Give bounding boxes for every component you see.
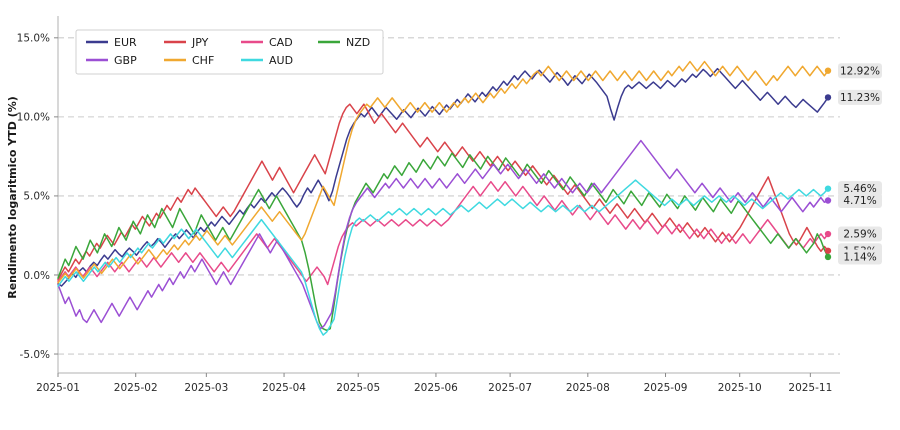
x-tick-label-2: 2025-03 (184, 382, 228, 394)
gridlines (58, 37, 840, 355)
x-tick-label-10: 2025-11 (788, 382, 832, 394)
series-line-chf (57, 60, 829, 284)
legend-label-cad[interactable]: CAD (269, 36, 293, 49)
end-label-text-eur: 11.23% (840, 92, 880, 104)
series-line-jpy (57, 103, 829, 281)
x-tick-label-8: 2025-09 (644, 382, 688, 394)
end-label-badge-cad (838, 226, 882, 242)
end-label-badge-eur (838, 89, 882, 105)
x-tick-label-4: 2025-05 (336, 382, 380, 394)
legend-label-jpy[interactable]: JPY (191, 36, 209, 49)
end-marker-eur (824, 94, 832, 101)
x-tick-label-1: 2025-02 (114, 382, 158, 394)
series-line-cad (57, 180, 829, 286)
x-tick-label-6: 2025-07 (488, 382, 532, 394)
series-line-aud (57, 179, 829, 336)
end-marker-jpy (824, 247, 832, 254)
x-axis-ticks: 2025-01 2025-02 2025-03 2025-04 2025-05 2025-… (36, 373, 832, 394)
y-tick-label-4: 15.0% (17, 33, 50, 45)
y-tick-label-1: 0.0% (23, 270, 50, 282)
x-tick-label-9: 2025-10 (718, 382, 762, 394)
legend-label-eur[interactable]: EUR (114, 36, 137, 49)
y-axis-title: Rendimento logaritmico YTD (%) (6, 96, 19, 299)
legend-label-aud[interactable]: AUD (269, 54, 293, 67)
end-label-text-nzd: 1.14% (843, 252, 876, 264)
series-end-labels: 12.92%11.23%5.46%4.71%2.59%1.53%1.14% (838, 63, 882, 265)
end-label-text-gbp: 4.71% (843, 195, 876, 207)
end-label-text-aud: 5.46% (843, 183, 876, 195)
series-end-markers (824, 67, 832, 261)
y-tick-label-0: -5.0% (20, 349, 50, 361)
axis-spines (57, 16, 840, 374)
end-label-badge-chf (838, 63, 882, 79)
series-line-eur (57, 67, 829, 287)
end-label-badge-gbp (838, 193, 882, 209)
y-axis-ticks: -5.0% 0.0% 5.0% 10.0% 15.0% (17, 33, 58, 361)
end-marker-nzd (824, 253, 832, 261)
y-tick-label-3: 10.0% (17, 112, 50, 124)
series-line-gbp (57, 139, 829, 330)
x-tick-label-3: 2025-04 (262, 382, 306, 394)
legend-label-gbp[interactable]: GBP (114, 54, 137, 67)
end-marker-aud (824, 185, 832, 192)
end-label-badge-aud (838, 181, 882, 197)
series-lines (57, 60, 829, 336)
x-tick-label-5: 2025-06 (414, 382, 458, 394)
legend-label-nzd[interactable]: NZD (346, 36, 370, 49)
end-label-text-cad: 2.59% (843, 229, 876, 241)
legend-label-chf[interactable]: CHF (192, 54, 214, 67)
end-marker-cad (824, 230, 832, 238)
legend-frame (75, 29, 384, 75)
end-label-badge-nzd (838, 249, 882, 265)
x-tick-label-7: 2025-08 (566, 382, 610, 394)
y-tick-label-2: 5.0% (23, 191, 50, 203)
chart-legend[interactable]: EUR JPY CAD NZD GBP CHF AUD (75, 29, 384, 75)
series-line-nzd (57, 152, 829, 332)
end-label-text-chf: 12.92% (840, 65, 880, 77)
end-marker-chf (824, 67, 832, 74)
end-marker-gbp (824, 197, 832, 204)
x-tick-label-0: 2025-01 (36, 382, 80, 394)
